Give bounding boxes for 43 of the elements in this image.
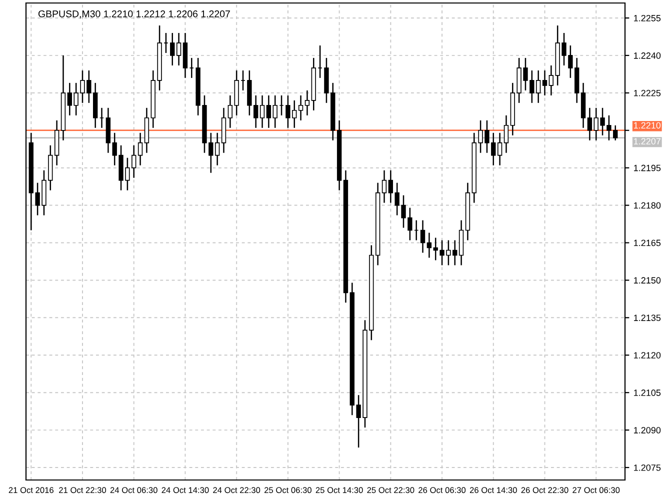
y-tick-label: 1.2090 — [634, 427, 661, 434]
x-tick-label: 21 Oct 2016 — [8, 487, 54, 494]
candlestick — [170, 32, 175, 66]
text: GBPUSD,M30 1.2210 1.2212 1.2206 1.2207 — [38, 10, 230, 18]
candlestick — [504, 114, 509, 154]
y-tick-label: 1.2075 — [634, 464, 661, 471]
candlestick — [426, 232, 432, 258]
candlestick — [138, 132, 143, 166]
y-tick-label: 1.2105 — [634, 390, 661, 396]
y-tick-label: 1.2255 — [634, 14, 661, 22]
y-tick-label: 1.2120 — [634, 352, 661, 358]
candlestick — [176, 32, 182, 66]
candlestick — [304, 90, 310, 116]
candlestick — [587, 107, 592, 141]
candlestick — [272, 94, 278, 128]
x-tick-label: 26 Oct 14:30 — [470, 487, 517, 494]
x-tick-label: 25 Oct 22:30 — [367, 487, 414, 494]
x-tick-label: 25 Oct 14:30 — [316, 487, 363, 494]
x-tick-label: 24 Oct 14:30 — [162, 487, 209, 494]
ref-line-label: 1.2207 — [634, 138, 660, 144]
candlestick — [266, 94, 272, 128]
y-tick-label: 1.2195 — [634, 164, 661, 172]
x-tick-label: 26 Oct 06:30 — [418, 487, 466, 494]
x-tick-label: 27 Oct 06:30 — [572, 487, 620, 494]
x-tick-label: 24 Oct 06:30 — [110, 487, 158, 494]
y-tick-label: 1.2135 — [634, 314, 661, 322]
y-tick-label: 1.2180 — [634, 202, 661, 209]
ref-line-label: 1.2210 — [634, 122, 661, 129]
y-tick-label: 1.2240 — [634, 52, 661, 59]
y-tick-label: 1.2150 — [634, 277, 661, 284]
candlestick — [260, 94, 265, 128]
x-tick-label: 25 Oct 06:30 — [264, 487, 312, 494]
candlestick — [382, 170, 387, 204]
y-tick-label: 1.2165 — [634, 240, 661, 246]
candlestick — [542, 70, 548, 96]
x-tick-label: 24 Oct 22:30 — [213, 487, 260, 494]
y-tick-label: 1.2225 — [634, 90, 661, 96]
x-tick-label: 21 Oct 22:30 — [59, 487, 106, 494]
candlestick — [214, 132, 220, 166]
candlestick — [298, 94, 304, 121]
candlestick — [420, 220, 426, 254]
x-tick-label: 26 Oct 22:30 — [521, 487, 568, 494]
candlestick — [497, 132, 502, 166]
